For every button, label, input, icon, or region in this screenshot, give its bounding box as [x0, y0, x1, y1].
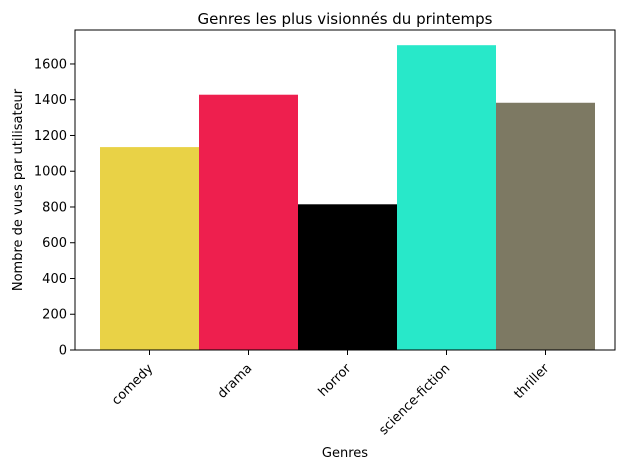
- y-tick-label: 600: [42, 236, 67, 251]
- y-tick-label: 400: [42, 272, 67, 287]
- y-axis-ticks: 0 200 400 600 800 1000 1200 1400 1600: [34, 57, 75, 359]
- bar-horror: [298, 204, 397, 350]
- x-tick-label-comedy: comedy: [109, 361, 156, 408]
- x-tick-label-drama: drama: [215, 361, 255, 401]
- x-tick-label-horror: horror: [316, 361, 355, 400]
- x-tick-label-thriller: thriller: [511, 361, 552, 402]
- y-axis-label: Nombre de vues par utilisateur: [11, 88, 26, 291]
- bar-comedy: [100, 147, 199, 350]
- x-axis-label: Genres: [322, 446, 368, 461]
- bar-science-fiction: [397, 45, 496, 351]
- chart-title: Genres les plus visionnés du printemps: [197, 10, 492, 28]
- y-tick-label: 1600: [34, 57, 67, 72]
- plot-frame: [74, 29, 616, 351]
- y-tick-label: 800: [42, 200, 67, 215]
- y-tick-label: 1200: [34, 129, 67, 144]
- y-tick-label: 1000: [34, 165, 67, 180]
- bars: [100, 45, 595, 351]
- bar-drama: [199, 94, 298, 350]
- y-tick-label: 200: [42, 308, 67, 323]
- y-tick-label: 1400: [34, 93, 67, 108]
- x-axis-ticks: comedy drama horror science-fiction thriller: [109, 350, 553, 438]
- x-tick-label-science-fiction: science-fiction: [376, 361, 453, 438]
- bar-thriller: [496, 102, 595, 351]
- y-tick-label: 0: [59, 344, 67, 359]
